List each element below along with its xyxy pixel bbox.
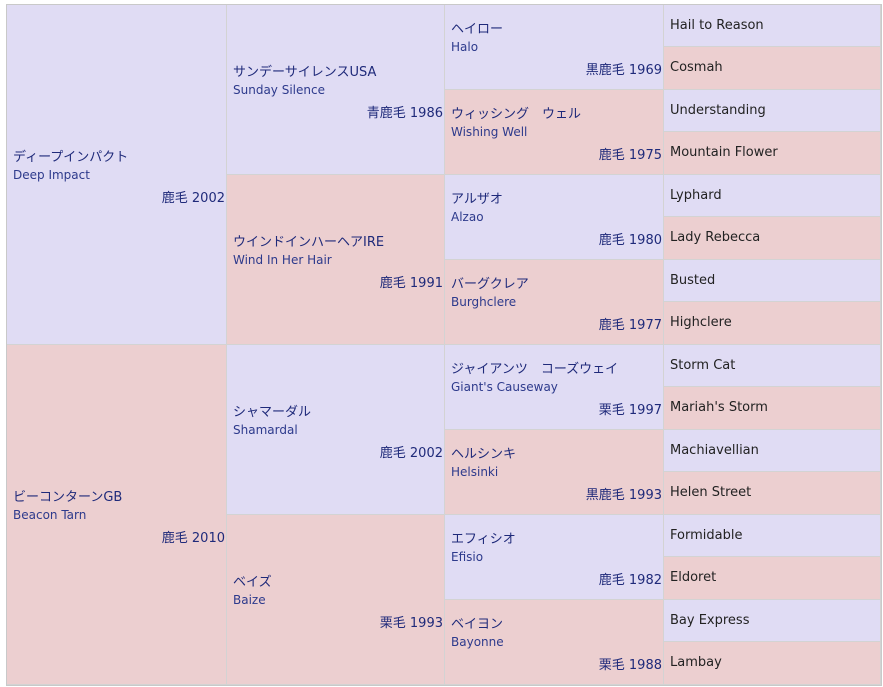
- horse-coat-year: 黒鹿毛 1993: [585, 488, 662, 503]
- horse-name-en: Sunday Silence: [233, 83, 325, 97]
- gen3-sdd-cell: バーグクレア Burghclere 鹿毛 1977: [445, 260, 664, 345]
- horse-name-en: Beacon Tarn: [13, 508, 87, 522]
- horse-coat-year: 青鹿毛 1986: [366, 106, 443, 121]
- gen1-dam-cell: ビーコンターンGB Beacon Tarn 鹿毛 2010: [7, 345, 227, 685]
- horse-name-en: Formidable: [670, 528, 743, 543]
- horse-name-jp: エフィシオ: [451, 532, 516, 547]
- horse-name-en: Eldoret: [670, 570, 717, 585]
- horse-name-jp: アルザオ: [451, 192, 503, 207]
- gen3-ddd-cell: ベイヨン Bayonne 栗毛 1988: [445, 600, 664, 685]
- horse-name-en: Halo: [451, 40, 479, 54]
- horse-name-en: Alzao: [451, 210, 484, 224]
- horse-name-en: Helsinki: [451, 465, 499, 479]
- gen4-cell: Lyphard: [664, 175, 881, 217]
- horse-name-en: Baize: [233, 593, 266, 607]
- horse-coat-year: 鹿毛 1980: [598, 233, 662, 248]
- horse-name-jp: ディープインパクト: [13, 150, 129, 165]
- horse-name-jp: バーグクレア: [451, 277, 529, 292]
- horse-name-jp: ビーコンターンGB: [13, 490, 123, 505]
- horse-name-en: Lambay: [670, 655, 722, 670]
- horse-name-jp: ベイズ: [233, 575, 272, 590]
- gen4-cell: Understanding: [664, 90, 881, 132]
- horse-name-en: Deep Impact: [13, 168, 90, 182]
- gen4-cell: Lady Rebecca: [664, 217, 881, 260]
- gen3-dds-cell: エフィシオ Efisio 鹿毛 1982: [445, 515, 664, 600]
- horse-name-en: Helen Street: [670, 485, 752, 500]
- horse-name-en: Understanding: [670, 103, 766, 118]
- gen2-sd-cell: ウインドインハーヘアIRE Wind In Her Hair 鹿毛 1991: [227, 175, 445, 345]
- gen2-dd-cell: ベイズ Baize 栗毛 1993: [227, 515, 445, 685]
- gen3-ssd-cell: ウィッシング ウェル Wishing Well 鹿毛 1975: [445, 90, 664, 175]
- horse-name-en: Wishing Well: [451, 125, 528, 139]
- horse-name-jp: ヘイロー: [451, 22, 504, 37]
- horse-name-jp: ヘルシンキ: [451, 447, 517, 462]
- gen1-sire-cell: ディープインパクト Deep Impact 鹿毛 2002: [7, 5, 227, 345]
- horse-coat-year: 鹿毛 1991: [379, 276, 443, 291]
- horse-name-en: Cosmah: [670, 60, 723, 75]
- horse-name-en: Machiavellian: [670, 443, 759, 458]
- gen3-dss-cell: ジャイアンツ コーズウェイ Giant's Causeway 栗毛 1997: [445, 345, 664, 430]
- horse-name-en: Efisio: [451, 550, 484, 564]
- gen3-sss-cell: ヘイロー Halo 黒鹿毛 1969: [445, 5, 664, 90]
- horse-name-en: Busted: [670, 273, 716, 288]
- horse-coat-year: 鹿毛 2002: [161, 191, 225, 206]
- gen2-ss-cell: サンデーサイレンスUSA Sunday Silence 青鹿毛 1986: [227, 5, 445, 175]
- gen4-cell: Bay Express: [664, 600, 881, 642]
- horse-coat-year: 栗毛 1988: [598, 658, 662, 673]
- gen4-cell: Machiavellian: [664, 430, 881, 472]
- gen4-cell: Helen Street: [664, 472, 881, 515]
- gen3-dsd-cell: ヘルシンキ Helsinki 黒鹿毛 1993: [445, 430, 664, 515]
- gen4-cell: Mariah's Storm: [664, 387, 881, 430]
- horse-name-en: Hail to Reason: [670, 18, 764, 33]
- gen3-sds-cell: アルザオ Alzao 鹿毛 1980: [445, 175, 664, 260]
- horse-name-en: Mariah's Storm: [670, 400, 768, 415]
- horse-name-jp: ジャイアンツ コーズウェイ: [451, 362, 619, 377]
- horse-name-en: Wind In Her Hair: [233, 253, 332, 267]
- gen4-cell: Busted: [664, 260, 881, 302]
- horse-name-jp: ウインドインハーヘアIRE: [233, 235, 385, 250]
- horse-name-en: Lyphard: [670, 188, 722, 203]
- horse-name-en: Storm Cat: [670, 358, 736, 373]
- horse-name-jp: ベイヨン: [451, 617, 504, 632]
- horse-coat-year: 栗毛 1997: [598, 403, 662, 418]
- horse-coat-year: 鹿毛 1982: [598, 573, 662, 588]
- horse-name-en: Mountain Flower: [670, 145, 778, 160]
- horse-name-jp: サンデーサイレンスUSA: [233, 65, 377, 80]
- horse-name-en: Giant's Causeway: [451, 380, 558, 394]
- horse-name-en: Lady Rebecca: [670, 230, 761, 245]
- gen4-cell: Formidable: [664, 515, 881, 557]
- gen4-cell: Lambay: [664, 642, 881, 685]
- pedigree-table: ディープインパクト Deep Impact 鹿毛 2002 ビーコンターンGB …: [6, 4, 882, 686]
- horse-coat-year: 鹿毛 1975: [598, 148, 662, 163]
- gen4-cell: Storm Cat: [664, 345, 881, 387]
- horse-name-en: Shamardal: [233, 423, 298, 437]
- horse-coat-year: 鹿毛 2010: [161, 531, 225, 546]
- horse-coat-year: 鹿毛 1977: [598, 318, 662, 333]
- horse-name-en: Burghclere: [451, 295, 517, 309]
- horse-name-jp: ウィッシング ウェル: [451, 107, 582, 122]
- gen2-ds-cell: シャマーダル Shamardal 鹿毛 2002: [227, 345, 445, 515]
- horse-name-en: Bayonne: [451, 635, 504, 649]
- gen4-cell: Mountain Flower: [664, 132, 881, 175]
- gen4-cell: Highclere: [664, 302, 881, 345]
- gen4-cell: Cosmah: [664, 47, 881, 90]
- horse-name-en: Highclere: [670, 315, 732, 330]
- horse-coat-year: 栗毛 1993: [379, 616, 443, 631]
- gen4-cell: Eldoret: [664, 557, 881, 600]
- gen4-cell: Hail to Reason: [664, 5, 881, 47]
- horse-coat-year: 黒鹿毛 1969: [585, 63, 662, 78]
- horse-name-jp: シャマーダル: [233, 405, 312, 420]
- horse-coat-year: 鹿毛 2002: [379, 446, 443, 461]
- horse-name-en: Bay Express: [670, 613, 750, 628]
